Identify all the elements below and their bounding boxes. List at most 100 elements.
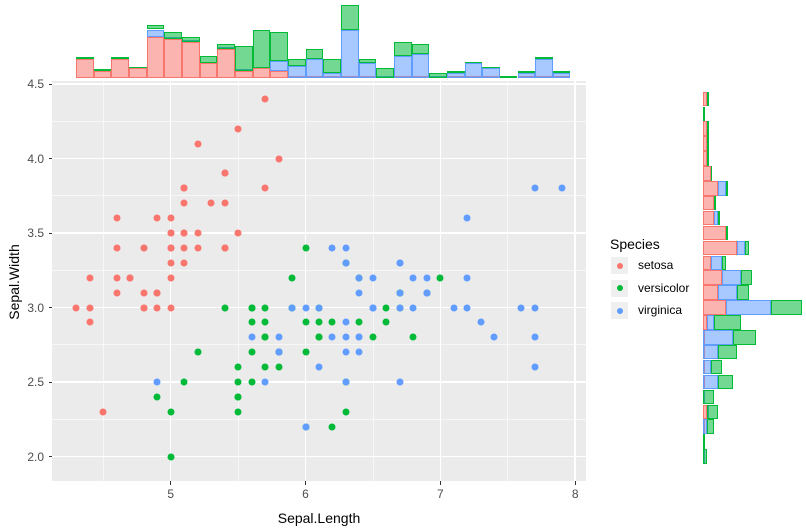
top-hist-segment-versicolor bbox=[517, 71, 536, 74]
top-hist-segment-virginica bbox=[358, 63, 377, 78]
point-versicolor bbox=[302, 244, 310, 252]
right-hist-segment-versicolor bbox=[703, 449, 707, 464]
point-virginica bbox=[288, 304, 296, 311]
top-hist-segment-versicolor bbox=[535, 56, 553, 59]
point-virginica bbox=[490, 333, 498, 341]
x-tick-label: 7 bbox=[437, 487, 444, 501]
y-tick-label: 4.0 bbox=[27, 151, 44, 166]
point-versicolor bbox=[248, 378, 256, 386]
top-hist-segment-setosa bbox=[164, 39, 182, 78]
point-versicolor bbox=[248, 318, 256, 326]
point-virginica bbox=[477, 318, 485, 326]
right-hist-segment-versicolor bbox=[737, 285, 749, 300]
point-setosa bbox=[153, 214, 161, 222]
point-versicolor bbox=[234, 393, 242, 401]
point-setosa bbox=[167, 229, 175, 237]
right-hist-segment-versicolor bbox=[714, 315, 741, 330]
y-tick-mark bbox=[48, 232, 52, 234]
x-tick-mark bbox=[439, 481, 441, 485]
point-setosa bbox=[99, 408, 107, 416]
point-setosa bbox=[180, 244, 188, 252]
right-hist-segment-setosa bbox=[703, 166, 711, 181]
right-hist-segment-setosa bbox=[703, 240, 738, 256]
legend-dot-setosa bbox=[616, 262, 623, 269]
point-versicolor bbox=[328, 423, 336, 431]
x-axis-title: Sepal.Length bbox=[277, 510, 361, 526]
point-virginica bbox=[463, 214, 471, 222]
point-virginica bbox=[342, 333, 350, 341]
legend-label-setosa: setosa bbox=[638, 258, 674, 272]
point-versicolor bbox=[261, 363, 269, 371]
point-virginica bbox=[261, 378, 269, 386]
point-versicolor bbox=[315, 318, 323, 326]
x-major-gridline bbox=[574, 81, 576, 481]
right-hist-segment-versicolor bbox=[718, 210, 720, 226]
x-tick-mark bbox=[574, 481, 576, 485]
y-major-gridline bbox=[52, 157, 586, 160]
top-hist-segment-versicolor bbox=[217, 44, 235, 49]
top-hist-segment-versicolor bbox=[393, 41, 412, 57]
right-hist-segment-setosa bbox=[703, 225, 726, 241]
right-hist-segment-versicolor bbox=[714, 195, 717, 211]
right-hist-segment-versicolor bbox=[710, 359, 722, 375]
top-hist-segment-setosa bbox=[199, 63, 218, 78]
point-virginica bbox=[342, 244, 350, 252]
top-hist-segment-setosa bbox=[181, 41, 200, 78]
point-versicolor bbox=[261, 318, 269, 326]
main-plot-panel bbox=[52, 81, 586, 481]
legend-dot-virginica bbox=[616, 307, 623, 314]
x-major-gridline bbox=[304, 81, 307, 481]
point-versicolor bbox=[234, 378, 242, 386]
right-hist-segment-virginica bbox=[710, 255, 722, 271]
top-hist-segment-virginica bbox=[287, 65, 306, 78]
top-hist-segment-setosa bbox=[217, 48, 235, 78]
point-setosa bbox=[167, 259, 175, 267]
right-hist-segment-virginica bbox=[703, 330, 734, 345]
right-hist-segment-setosa bbox=[703, 300, 726, 315]
point-setosa bbox=[113, 214, 121, 222]
top-hist-segment-versicolor bbox=[464, 61, 483, 64]
point-versicolor bbox=[369, 333, 377, 341]
right-hist-segment-versicolor bbox=[703, 106, 705, 122]
point-virginica bbox=[409, 274, 417, 282]
legend-key-versicolor bbox=[611, 279, 628, 297]
point-virginica bbox=[315, 363, 323, 371]
point-setosa bbox=[140, 244, 148, 252]
top-hist-segment-versicolor bbox=[323, 58, 341, 74]
point-setosa bbox=[86, 274, 94, 282]
point-setosa bbox=[167, 274, 175, 282]
right-hist-segment-versicolor bbox=[706, 419, 715, 434]
point-virginica bbox=[302, 423, 310, 431]
top-hist-segment-virginica bbox=[517, 73, 536, 78]
point-virginica bbox=[248, 333, 256, 341]
top-hist-segment-virginica bbox=[446, 73, 465, 78]
y-minor-gridline bbox=[52, 418, 586, 420]
top-hist-segment-versicolor bbox=[411, 44, 430, 54]
point-setosa bbox=[167, 244, 175, 252]
point-setosa bbox=[140, 289, 148, 297]
point-setosa bbox=[234, 125, 242, 133]
right-hist-segment-versicolor bbox=[725, 225, 728, 241]
top-hist-segment-virginica bbox=[535, 58, 553, 78]
point-setosa bbox=[261, 95, 269, 103]
right-hist-segment-virginica bbox=[706, 315, 715, 330]
point-setosa bbox=[153, 304, 161, 311]
point-versicolor bbox=[436, 274, 444, 282]
top-hist-segment-versicolor bbox=[340, 5, 359, 30]
point-virginica bbox=[328, 333, 336, 341]
point-setosa bbox=[167, 214, 175, 222]
point-setosa bbox=[140, 304, 148, 311]
right-hist-segment-virginica bbox=[718, 285, 738, 300]
legend-key-setosa bbox=[611, 257, 628, 274]
top-hist-segment-setosa bbox=[76, 58, 94, 78]
point-virginica bbox=[396, 259, 404, 267]
point-setosa bbox=[194, 140, 202, 148]
point-versicolor bbox=[153, 393, 161, 401]
top-hist-segment-versicolor bbox=[234, 46, 253, 71]
y-major-gridline bbox=[52, 83, 586, 85]
y-tick-mark bbox=[48, 158, 52, 159]
point-virginica bbox=[396, 289, 404, 297]
y-tick-mark bbox=[48, 381, 52, 383]
point-setosa bbox=[234, 229, 242, 237]
